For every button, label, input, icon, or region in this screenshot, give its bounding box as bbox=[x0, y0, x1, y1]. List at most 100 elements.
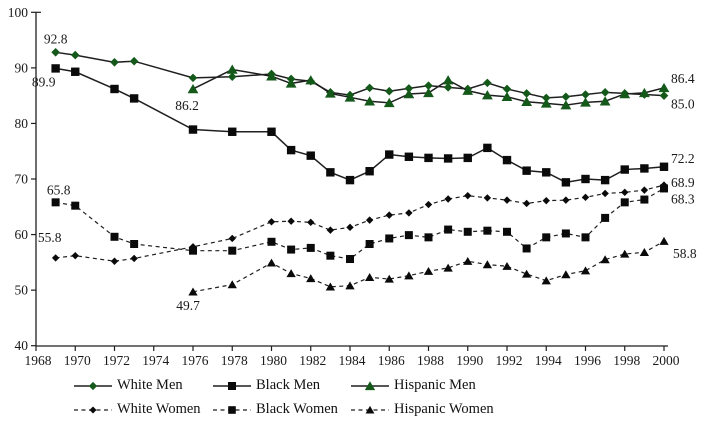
legend-sample-triangle-icon bbox=[365, 405, 375, 413]
y-tick-label: 80 bbox=[15, 116, 29, 131]
series-black-women-marker bbox=[346, 255, 354, 264]
series-white-women-marker bbox=[483, 194, 492, 202]
x-tick-label: 1986 bbox=[378, 353, 405, 368]
series-white-men-marker bbox=[384, 86, 394, 96]
annotation-label: 89.9 bbox=[32, 74, 56, 89]
annotation-label: 49.7 bbox=[176, 298, 200, 313]
y-tick-label: 60 bbox=[15, 227, 29, 242]
x-tick-label: 1974 bbox=[142, 353, 169, 368]
legend-label-black-men: Black Men bbox=[256, 377, 321, 393]
series-white-women-marker bbox=[307, 218, 315, 227]
y-tick-label: 50 bbox=[15, 283, 29, 298]
series-hispanic-men-marker bbox=[619, 88, 631, 99]
series-white-women-marker bbox=[385, 211, 393, 219]
series-black-women-marker bbox=[365, 240, 374, 249]
series-black-men-marker bbox=[502, 155, 512, 165]
series-black-women-marker bbox=[601, 213, 610, 222]
series-hispanic-women-marker bbox=[384, 274, 394, 283]
series-hispanic-men-marker bbox=[599, 96, 611, 106]
series-white-men-marker bbox=[581, 90, 590, 99]
series-white-men-marker bbox=[522, 89, 531, 98]
x-tick-label: 1992 bbox=[496, 353, 523, 368]
legend-item-hispanic-men: Hispanic Men bbox=[351, 377, 494, 394]
series-white-women-marker bbox=[621, 188, 629, 197]
series-white-men-line bbox=[55, 51, 665, 99]
series-hispanic-men-marker bbox=[442, 75, 454, 85]
annotation-label: 72.2 bbox=[671, 151, 695, 166]
series-hispanic-men-marker bbox=[324, 88, 336, 98]
series-hispanic-women-marker bbox=[580, 266, 591, 275]
legend-sample-hispanic-women bbox=[351, 405, 389, 413]
series-white-women-marker bbox=[326, 226, 335, 234]
series-hispanic-men-marker bbox=[344, 92, 356, 102]
legend-label-black-women: Black Women bbox=[256, 401, 338, 417]
y-tick-label: 90 bbox=[15, 60, 29, 75]
series-black-women-marker bbox=[130, 240, 139, 249]
x-tick-label: 1984 bbox=[339, 353, 366, 368]
series-black-men-marker bbox=[51, 64, 60, 73]
series-hispanic-women-marker bbox=[521, 269, 532, 278]
series-white-men-marker bbox=[483, 78, 492, 88]
y-tick-label: 100 bbox=[8, 5, 29, 20]
x-tick-label: 1990 bbox=[456, 353, 483, 368]
series-hispanic-men-marker bbox=[462, 85, 474, 95]
series-hispanic-women-marker bbox=[639, 248, 650, 257]
series-black-men-line bbox=[55, 67, 665, 184]
series-black-women-marker bbox=[71, 201, 80, 210]
series-white-men-marker bbox=[110, 58, 119, 67]
series-hispanic-women-marker bbox=[345, 281, 355, 290]
series-hispanic-men-marker bbox=[187, 83, 199, 94]
legend-sample-diamond-icon bbox=[89, 406, 97, 413]
series-hispanic-women-marker bbox=[227, 280, 237, 289]
series-black-men-marker bbox=[620, 165, 629, 174]
annotation-label: 68.9 bbox=[671, 175, 695, 190]
series-black-women-marker bbox=[463, 227, 472, 236]
legend-sample-diamond-icon bbox=[88, 381, 98, 390]
annotation-label: 55.8 bbox=[38, 230, 62, 245]
series-hispanic-women-marker bbox=[502, 261, 512, 270]
series-black-women-marker bbox=[404, 231, 413, 240]
series-white-men-marker bbox=[70, 50, 80, 60]
series-black-men-marker bbox=[129, 94, 139, 103]
series-black-women-marker bbox=[326, 251, 335, 260]
series-black-men-marker bbox=[188, 125, 198, 134]
legend-label-hispanic-men: Hispanic Men bbox=[394, 377, 476, 393]
series-white-women-marker bbox=[71, 251, 79, 260]
series-black-women-marker bbox=[561, 229, 570, 238]
series-black-men-marker bbox=[463, 153, 472, 163]
series-white-men-marker bbox=[188, 73, 198, 83]
series-black-men-marker bbox=[71, 67, 80, 76]
legend-sample-black-women bbox=[213, 405, 251, 414]
series-black-women-marker bbox=[483, 226, 492, 235]
series-black-men-marker bbox=[404, 152, 414, 161]
series-hispanic-men-marker bbox=[501, 91, 513, 102]
legend-sample-black-men bbox=[213, 381, 251, 390]
x-tick-label: 1988 bbox=[417, 353, 444, 368]
series-hispanic-women-marker bbox=[188, 287, 198, 296]
series-black-women-marker bbox=[542, 233, 551, 242]
legend-sample-triangle-icon bbox=[364, 380, 376, 390]
series-hispanic-women-marker bbox=[423, 266, 434, 275]
series-black-women-marker bbox=[306, 243, 315, 252]
series-white-women-line bbox=[55, 184, 665, 262]
series-black-women-marker bbox=[228, 246, 237, 255]
series-hispanic-men-marker bbox=[285, 78, 297, 88]
series-white-women-marker bbox=[365, 216, 374, 224]
series-black-women-marker bbox=[522, 244, 531, 253]
x-tick-label: 2000 bbox=[653, 353, 680, 368]
series-white-women-marker bbox=[542, 196, 550, 205]
series-black-men-marker bbox=[365, 167, 374, 176]
series-white-women-marker bbox=[522, 199, 531, 208]
x-tick-label: 1968 bbox=[25, 353, 52, 368]
series-black-men-marker bbox=[385, 150, 394, 159]
series-hispanic-men-marker bbox=[383, 97, 395, 108]
series-black-men-marker bbox=[659, 162, 669, 171]
x-tick-label: 1994 bbox=[535, 353, 562, 368]
series-black-men-marker bbox=[228, 127, 237, 136]
series-white-men-marker bbox=[502, 84, 512, 94]
series-hispanic-women-marker bbox=[266, 258, 277, 267]
series-black-men-marker bbox=[345, 175, 355, 185]
series-black-women-line bbox=[55, 187, 665, 260]
